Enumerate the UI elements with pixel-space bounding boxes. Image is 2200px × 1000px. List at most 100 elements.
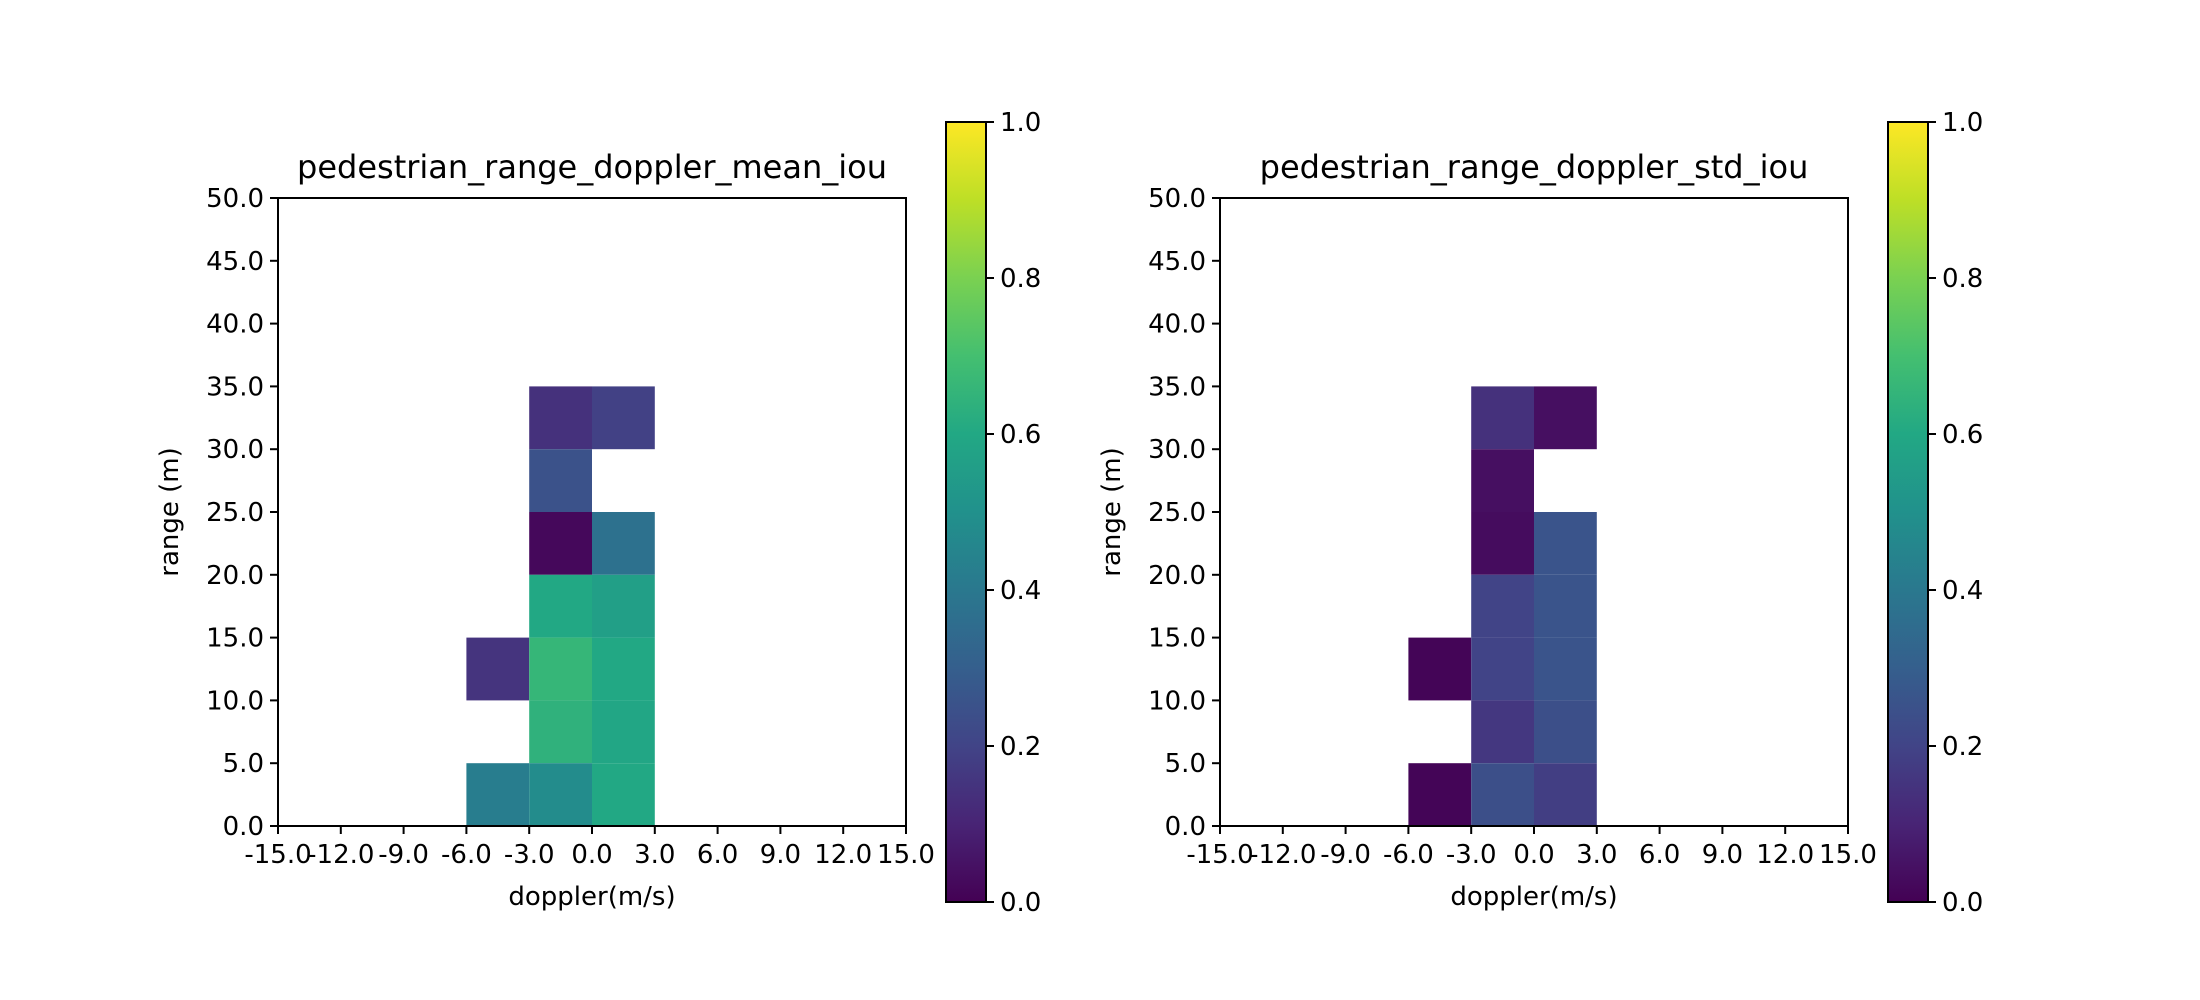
std-iou-x-tick-label: -12.0 xyxy=(1249,840,1316,870)
std-iou-y-tick-label: 20.0 xyxy=(1148,561,1206,591)
mean-iou-x-tick-label: 6.0 xyxy=(697,840,738,870)
std-iou-x-tick-label: 3.0 xyxy=(1576,840,1617,870)
mean-iou-y-tick-label: 25.0 xyxy=(206,498,264,528)
std-iou-cell xyxy=(1471,700,1534,764)
mean-iou-y-tick-label: 40.0 xyxy=(206,310,264,340)
mean-iou-cell xyxy=(529,386,592,450)
std-iou-cell xyxy=(1408,637,1472,701)
std-iou-y-tick-label: 50.0 xyxy=(1148,184,1206,214)
std-iou-cell xyxy=(1534,574,1597,638)
mean-iou-y-ticks: 0.0 5.0 10.0 15.0 20.0 25.0 30.0 35.0 40.0 45.0 50… xyxy=(206,184,278,842)
std-iou-colorbar-tick-label: 0.6 xyxy=(1942,420,1983,450)
std-iou-y-tick-label: 25.0 xyxy=(1148,498,1206,528)
std-iou-y-tick-label: 40.0 xyxy=(1148,310,1206,340)
mean-iou-y-tick-label: 20.0 xyxy=(206,561,264,591)
mean-iou-cell xyxy=(529,700,592,764)
mean-iou-y-tick-label: 15.0 xyxy=(206,624,264,654)
mean-iou-cell xyxy=(592,763,655,826)
mean-iou-x-tick-label: 15.0 xyxy=(877,840,935,870)
std-iou-colorbar-tick-label: 0.2 xyxy=(1942,732,1983,762)
mean-iou-x-tick-label: -15.0 xyxy=(244,840,311,870)
std-iou-cell xyxy=(1534,700,1597,764)
mean-iou-cell xyxy=(466,637,530,701)
std-iou-cell xyxy=(1471,637,1534,701)
mean-iou-y-axis-label: range (m) xyxy=(155,447,185,576)
std-iou-x-tick-label: 15.0 xyxy=(1819,840,1877,870)
mean-iou-y-tick-label: 50.0 xyxy=(206,184,264,214)
std-iou-colorbar-tick-label: 1.0 xyxy=(1942,108,1983,138)
mean-iou-cell xyxy=(529,449,592,512)
mean-iou-x-tick-label: -9.0 xyxy=(378,840,429,870)
mean-iou-y-tick-label: 5.0 xyxy=(223,749,264,779)
mean-iou-panel: pedestrian_range_doppler_mean_iou dopple… xyxy=(155,108,1041,918)
mean-iou-y-tick-label: 35.0 xyxy=(206,372,264,402)
std-iou-y-tick-label: 5.0 xyxy=(1165,749,1206,779)
mean-iou-y-tick-label: 10.0 xyxy=(206,686,264,716)
std-iou-x-tick-label: -9.0 xyxy=(1320,840,1371,870)
mean-iou-cell xyxy=(592,700,655,764)
std-iou-x-tick-label: -6.0 xyxy=(1383,840,1434,870)
std-iou-cell xyxy=(1471,574,1534,638)
std-iou-x-axis-label: doppler(m/s) xyxy=(1450,882,1617,912)
mean-iou-cell xyxy=(466,763,530,826)
mean-iou-colorbar-tick-label: 0.0 xyxy=(1000,888,1041,918)
mean-iou-y-tick-label: 30.0 xyxy=(206,435,264,465)
std-iou-x-tick-label: 0.0 xyxy=(1513,840,1554,870)
mean-iou-colorbar-tick-label: 0.6 xyxy=(1000,420,1041,450)
std-iou-x-tick-label: 12.0 xyxy=(1756,840,1814,870)
mean-iou-x-tick-label: 0.0 xyxy=(571,840,612,870)
mean-iou-x-tick-label: 9.0 xyxy=(760,840,801,870)
mean-iou-cell xyxy=(529,763,592,826)
std-iou-cell xyxy=(1534,386,1597,450)
mean-iou-colorbar-tick-label: 0.2 xyxy=(1000,732,1041,762)
mean-iou-heatmap-cells xyxy=(466,386,655,826)
mean-iou-x-axis-label: doppler(m/s) xyxy=(508,882,675,912)
mean-iou-x-tick-label: 12.0 xyxy=(814,840,872,870)
mean-iou-x-tick-label: -6.0 xyxy=(441,840,492,870)
std-iou-cell xyxy=(1471,763,1534,826)
std-iou-y-tick-label: 0.0 xyxy=(1165,812,1206,842)
mean-iou-cell xyxy=(529,637,592,701)
mean-iou-cell xyxy=(592,386,655,450)
std-iou-title: pedestrian_range_doppler_std_iou xyxy=(1260,148,1809,186)
mean-iou-cell xyxy=(592,637,655,701)
std-iou-y-tick-label: 15.0 xyxy=(1148,624,1206,654)
std-iou-y-axis-label: range (m) xyxy=(1097,447,1127,576)
mean-iou-cell xyxy=(529,512,592,575)
std-iou-x-tick-label: 9.0 xyxy=(1702,840,1743,870)
mean-iou-cell xyxy=(529,574,592,638)
std-iou-colorbar-scale xyxy=(1887,121,1929,903)
mean-iou-cell xyxy=(592,512,655,575)
mean-iou-colorbar-tick-label: 0.8 xyxy=(1000,264,1041,294)
std-iou-cell xyxy=(1534,512,1597,575)
mean-iou-cell xyxy=(592,574,655,638)
std-iou-cell xyxy=(1471,386,1534,450)
std-iou-cell xyxy=(1534,763,1597,826)
std-iou-x-ticks: -15.0-12.0 -9.0 -6.0 -3.0 0.0 3.0 6.0 9.0 12.0 15… xyxy=(1186,826,1877,870)
std-iou-colorbar: 0.0 0.2 0.4 0.6 0.8 1.0 xyxy=(1887,108,1983,918)
mean-iou-y-tick-label: 45.0 xyxy=(206,247,264,277)
mean-iou-x-ticks: -15.0-12.0 -9.0 -6.0 -3.0 0.0 3.0 6.0 9.0 12.0 15… xyxy=(244,826,935,870)
std-iou-cell xyxy=(1471,449,1534,512)
mean-iou-y-tick-label: 0.0 xyxy=(223,812,264,842)
mean-iou-colorbar-scale xyxy=(945,121,987,903)
std-iou-panel: pedestrian_range_doppler_std_iou doppler… xyxy=(1097,108,1983,918)
std-iou-x-tick-label: -15.0 xyxy=(1186,840,1253,870)
std-iou-cell xyxy=(1408,763,1472,826)
std-iou-y-tick-label: 35.0 xyxy=(1148,372,1206,402)
std-iou-y-tick-label: 45.0 xyxy=(1148,247,1206,277)
std-iou-y-tick-label: 30.0 xyxy=(1148,435,1206,465)
std-iou-colorbar-tick-label: 0.0 xyxy=(1942,888,1983,918)
std-iou-colorbar-tick-label: 0.8 xyxy=(1942,264,1983,294)
std-iou-cell xyxy=(1471,512,1534,575)
std-iou-cell xyxy=(1534,637,1597,701)
mean-iou-colorbar-tick-label: 1.0 xyxy=(1000,108,1041,138)
std-iou-colorbar-tick-label: 0.4 xyxy=(1942,576,1983,606)
std-iou-y-ticks: 0.0 5.0 10.0 15.0 20.0 25.0 30.0 35.0 40.0 45.0 50… xyxy=(1148,184,1220,842)
std-iou-y-tick-label: 10.0 xyxy=(1148,686,1206,716)
mean-iou-title: pedestrian_range_doppler_mean_iou xyxy=(297,148,887,186)
mean-iou-colorbar: 0.0 0.2 0.4 0.6 0.8 1.0 xyxy=(945,108,1041,918)
std-iou-x-tick-label: 6.0 xyxy=(1639,840,1680,870)
